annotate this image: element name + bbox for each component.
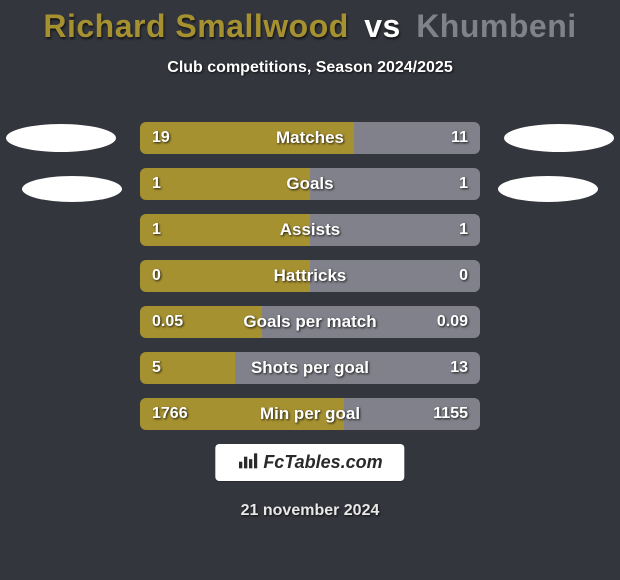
decor-ellipse-bottom-left — [22, 176, 122, 202]
player2-name: Khumbeni — [416, 8, 576, 44]
stat-label: Hattricks — [140, 260, 480, 292]
stat-row: 11Goals — [140, 168, 480, 200]
vs-text: vs — [364, 8, 401, 44]
footer-date: 21 november 2024 — [0, 502, 620, 520]
comparison-title: Richard Smallwood vs Khumbeni — [0, 0, 620, 45]
stat-label: Goals per match — [140, 306, 480, 338]
stat-row: 1911Matches — [140, 122, 480, 154]
decor-ellipse-bottom-right — [498, 176, 598, 202]
stat-row: 513Shots per goal — [140, 352, 480, 384]
stat-row: 00Hattricks — [140, 260, 480, 292]
player1-name: Richard Smallwood — [43, 8, 348, 44]
stat-row: 17661155Min per goal — [140, 398, 480, 430]
stat-label: Assists — [140, 214, 480, 246]
comparison-bars: 1911Matches 11Goals 11Assists 00Hattricks 0.… — [140, 122, 480, 444]
stat-row: 0.050.09Goals per match — [140, 306, 480, 338]
barchart-icon — [237, 450, 257, 475]
stat-label: Matches — [140, 122, 480, 154]
stat-row: 11Assists — [140, 214, 480, 246]
stat-label: Goals — [140, 168, 480, 200]
decor-ellipse-top-right — [504, 124, 614, 152]
decor-ellipse-top-left — [6, 124, 116, 152]
stat-label: Shots per goal — [140, 352, 480, 384]
subtitle: Club competitions, Season 2024/2025 — [0, 59, 620, 77]
watermark: FcTables.com — [215, 444, 404, 481]
watermark-text: FcTables.com — [263, 452, 382, 473]
stat-label: Min per goal — [140, 398, 480, 430]
